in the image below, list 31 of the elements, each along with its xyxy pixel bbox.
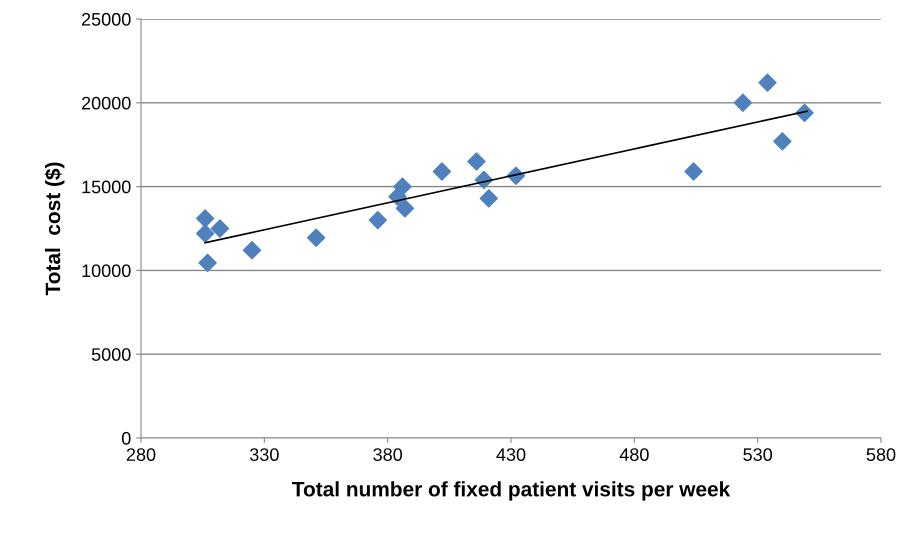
point bbox=[196, 209, 214, 228]
point bbox=[684, 162, 703, 181]
point bbox=[758, 73, 777, 92]
y-tick-label: 25000 bbox=[82, 12, 131, 26]
point bbox=[210, 219, 230, 238]
point bbox=[432, 162, 452, 181]
x-tick-label: 530 bbox=[743, 448, 772, 461]
x-tick-label: 430 bbox=[496, 448, 526, 461]
y-axis-title: Total cost ($) bbox=[44, 162, 64, 296]
point bbox=[734, 94, 752, 112]
x-tick-label: 580 bbox=[866, 448, 896, 461]
point bbox=[242, 241, 262, 260]
x-tick-label: 380 bbox=[373, 448, 402, 461]
point bbox=[196, 224, 214, 243]
point bbox=[480, 189, 498, 208]
point bbox=[467, 152, 486, 171]
point bbox=[368, 210, 387, 230]
x-tick-label: 330 bbox=[250, 448, 279, 461]
y-tick-label: 5000 bbox=[92, 348, 131, 361]
y-tick-label: 20000 bbox=[82, 96, 131, 110]
point bbox=[396, 199, 414, 218]
y-tick-label: 10000 bbox=[82, 264, 131, 278]
point bbox=[306, 228, 326, 247]
x-tick-label: 480 bbox=[620, 448, 649, 461]
point bbox=[773, 132, 792, 151]
x-axis-title: Total number of fixed patient visits per week bbox=[292, 481, 730, 501]
y-tick-label: 0 bbox=[122, 432, 131, 445]
point bbox=[393, 177, 412, 196]
x-tick-label: 280 bbox=[126, 448, 156, 461]
point bbox=[198, 254, 217, 272]
y-tick-label: 15000 bbox=[82, 180, 131, 194]
